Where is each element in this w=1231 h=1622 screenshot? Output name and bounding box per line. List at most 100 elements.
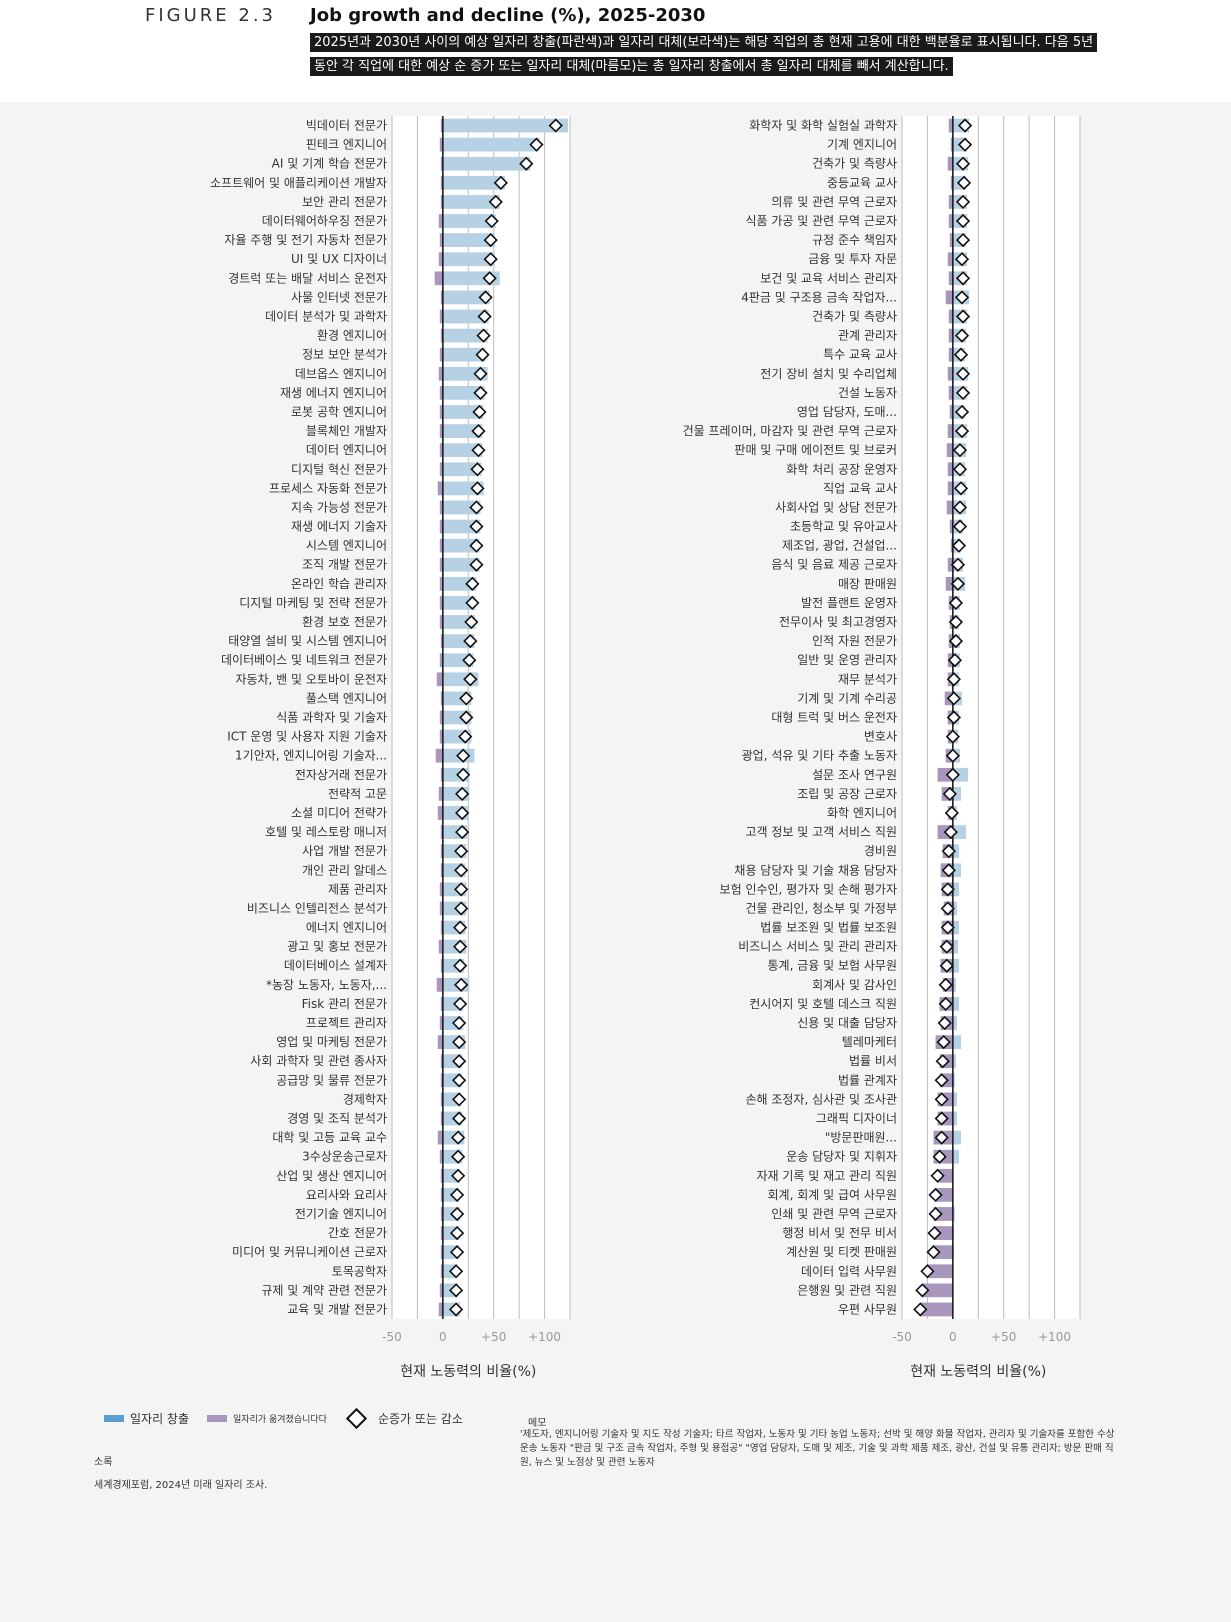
- figure-header: FIGURE 2.3 Job growth and decline (%), 2…: [0, 0, 1231, 102]
- figure-label: FIGURE 2.3: [145, 5, 277, 26]
- displacement-bar: [440, 1245, 443, 1260]
- chart-left: 빅데이터 전문가 핀테크 엔지니어 AI 및 기계 학습 전문가 소프트웨어 및 애플…: [0, 102, 580, 1406]
- displacement-bar: [435, 748, 443, 763]
- net-diamond: [452, 1111, 467, 1126]
- net-diamond: [455, 824, 470, 840]
- net-diamond: [458, 729, 473, 744]
- displacement-bar: [440, 1054, 443, 1069]
- creation-bar: [952, 1054, 956, 1069]
- category-label: Fisk 관리 전문가: [302, 997, 387, 1011]
- category-label: 판매 및 구매 에이전트 및 브로커: [734, 443, 897, 457]
- net-diamond: [943, 824, 958, 840]
- category-label: 통계, 금융 및 보험 사무원: [768, 959, 897, 973]
- category-label: "방문판매원...: [825, 1131, 897, 1145]
- net-diamond: [951, 538, 967, 553]
- category-label: 전략적 고문: [328, 787, 387, 801]
- category-label: 화학 처리 공장 운영자: [786, 462, 897, 476]
- category-label: 전자상거래 전문가: [295, 768, 387, 782]
- net-diamond: [947, 653, 963, 668]
- category-label: 법률 비서: [849, 1054, 897, 1068]
- displacement-bar: [440, 1226, 443, 1240]
- displacement-bar: [440, 958, 443, 973]
- category-label: 설문 조사 연구원: [812, 768, 897, 782]
- creation-bar: [442, 519, 481, 534]
- category-label: 디지털 마케팅 및 전략 전문가: [239, 596, 387, 610]
- category-label: 고객 정보 및 고객 서비스 직원: [745, 825, 897, 839]
- displacement-bar: [439, 405, 443, 419]
- net-diamond: [932, 1149, 947, 1164]
- category-label: 행정 비서 및 전무 비서: [782, 1225, 897, 1240]
- net-diamond: [488, 194, 503, 210]
- displacement-bar: [927, 1264, 953, 1279]
- category-label: 매장 판매원: [838, 577, 897, 591]
- category-label: 공급망 및 물류 전문가: [276, 1073, 387, 1087]
- category-label: 관계 관리자: [838, 329, 897, 343]
- creation-bar: [442, 175, 505, 190]
- net-diamond: [472, 404, 487, 420]
- creation-bar: [442, 214, 496, 228]
- net-diamond: [449, 1225, 465, 1241]
- plot-area: [902, 116, 1080, 1319]
- net-diamond: [454, 882, 469, 897]
- category-label: 1기안자, 엔지니어링 기술자...: [235, 749, 387, 763]
- category-label: 풀스택 엔지니어: [306, 691, 387, 705]
- creation-bar: [442, 118, 568, 133]
- category-label: 화학 엔지니어: [827, 806, 897, 820]
- category-label: 식품 가공 및 관련 무역 근로자: [745, 214, 897, 228]
- displacement-bar: [434, 271, 443, 286]
- displacement-bar: [439, 309, 443, 324]
- category-label: 산업 및 생산 엔지니어: [276, 1169, 387, 1183]
- net-diamond: [941, 863, 956, 878]
- creation-bar: [952, 1092, 957, 1107]
- category-label: 금융 및 투자 자문: [808, 252, 897, 266]
- chart-right: 화학자 및 화학 실험실 과학자 기계 엔지니어 건축가 및 측량사 중등교육 교사 의…: [580, 102, 1231, 1406]
- figure-title: Job growth and decline (%), 2025-2030: [310, 5, 706, 26]
- displacement-bar: [439, 462, 443, 477]
- net-diamond: [469, 519, 484, 534]
- displacement-bar: [440, 997, 443, 1011]
- net-diamond: [453, 939, 468, 954]
- net-diamond: [915, 1283, 930, 1298]
- net-diamond: [477, 309, 492, 324]
- displacement-bar: [947, 156, 953, 171]
- displacement-bar: [440, 175, 443, 190]
- net-diamond: [469, 538, 484, 553]
- creation-bar: [952, 767, 969, 782]
- displacement-bar: [439, 347, 443, 362]
- category-label: 비즈니스 인텔리전스 분석가: [247, 901, 387, 915]
- displacement-bar: [947, 481, 953, 496]
- category-label: 건축가 및 측량사: [812, 157, 897, 171]
- category-label: 그래픽 디자이너: [816, 1112, 897, 1126]
- net-diamond: [483, 232, 498, 248]
- displacement-bar: [949, 405, 953, 419]
- net-diamond: [955, 366, 971, 381]
- net-diamond: [937, 1015, 952, 1031]
- source-text: 세계경제포럼, 2024년 미래 일자리 조사.: [94, 1480, 268, 1491]
- category-label: UI 및 UX 디자이너: [291, 252, 387, 266]
- displacement-bar: [933, 1226, 953, 1240]
- category-label: 프로젝트 관리자: [306, 1016, 387, 1030]
- creation-bar: [442, 500, 481, 515]
- net-diamond: [452, 1073, 467, 1088]
- displacement-bar: [945, 290, 953, 305]
- creation-bar: [952, 1149, 959, 1164]
- displacement-bar: [439, 882, 443, 897]
- x-tick-label: 0: [949, 1330, 957, 1344]
- net-diamond: [940, 882, 955, 897]
- category-label: 경트럭 또는 배달 서비스 운전자: [228, 271, 387, 285]
- net-diamond: [476, 328, 491, 343]
- creation-bar: [442, 405, 484, 419]
- net-diamond: [955, 194, 971, 210]
- category-label: 온라인 학습 관리자: [291, 577, 387, 591]
- creation-bar: [952, 1035, 961, 1049]
- net-diamond: [453, 996, 468, 1012]
- displacement-bar: [946, 443, 953, 458]
- category-label: 보안 관리 전문가: [302, 195, 387, 209]
- net-diamond: [482, 271, 497, 286]
- creation-bar: [442, 557, 480, 572]
- net-diamond: [455, 786, 470, 802]
- displacement-bar: [950, 137, 953, 152]
- net-diamond: [465, 576, 480, 591]
